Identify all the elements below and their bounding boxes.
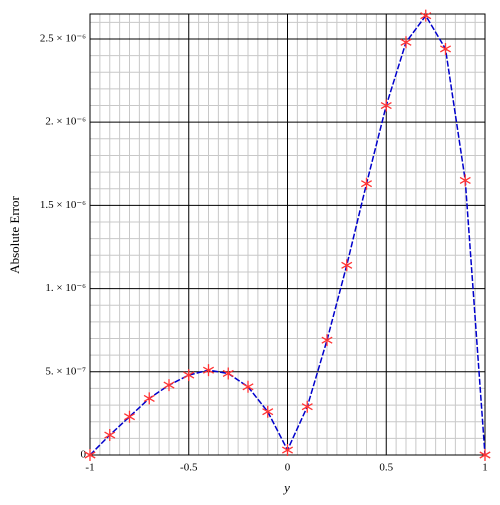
data-point xyxy=(439,42,452,55)
data-point xyxy=(281,444,294,457)
data-point xyxy=(222,367,234,380)
x-tick-label: -0.5 xyxy=(180,462,198,474)
y-tick-label: 1.5 × 10⁻⁶ xyxy=(40,199,86,211)
data-point xyxy=(479,449,491,461)
y-tick-label: 5. × 10⁻⁷ xyxy=(45,365,86,377)
x-tick-label: 0 xyxy=(285,462,291,474)
data-point xyxy=(360,177,373,190)
data-point xyxy=(202,364,215,377)
data-point xyxy=(183,369,195,382)
data-point xyxy=(262,405,274,418)
data-point xyxy=(104,429,116,442)
data-point xyxy=(420,9,432,22)
data-point xyxy=(143,392,155,405)
data-point xyxy=(123,410,136,423)
y-axis-label: Absolute Error xyxy=(7,196,22,274)
data-point xyxy=(400,36,412,49)
x-tick-label: 1 xyxy=(482,462,488,474)
data-point xyxy=(301,400,313,413)
data-point xyxy=(341,259,353,272)
y-tick-label: 1. × 10⁻⁶ xyxy=(45,282,86,294)
data-point xyxy=(242,380,254,393)
data-point xyxy=(380,99,392,112)
y-tick-label: 2.5 × 10⁻⁶ xyxy=(40,32,86,44)
data-point xyxy=(163,379,175,392)
x-tick-label: 0.5 xyxy=(379,462,393,474)
y-tick-label: 2. × 10⁻⁶ xyxy=(45,116,86,128)
y-tick-label: 0 xyxy=(81,449,87,461)
data-point xyxy=(321,334,333,347)
x-tick-label: -1 xyxy=(85,462,94,474)
data-point xyxy=(459,174,471,187)
data-point xyxy=(84,449,96,461)
x-axis-label: y xyxy=(282,480,290,495)
